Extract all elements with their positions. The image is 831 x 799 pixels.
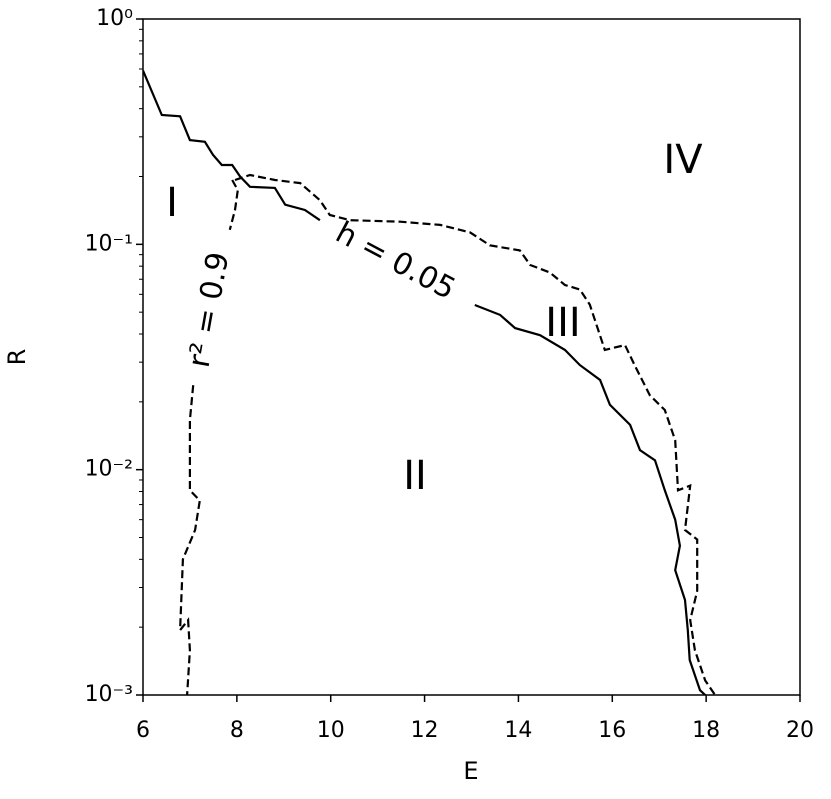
y-tick-label: 10⁻³	[85, 682, 133, 707]
annotation: III	[545, 300, 580, 346]
annotation: I	[166, 180, 178, 226]
series-line	[234, 173, 717, 695]
y-axis-label: R	[3, 349, 31, 366]
annotation: h = 0.05	[330, 215, 461, 307]
x-tick-label: 10	[317, 718, 345, 743]
plot-frame	[142, 18, 801, 696]
series-line	[143, 70, 706, 695]
annotation: IV	[663, 137, 703, 183]
x-tick-label: 14	[504, 718, 532, 743]
y-tick-label: 10⁻²	[85, 457, 133, 482]
x-tick-label: 18	[692, 718, 720, 743]
x-tick-label: 20	[786, 718, 814, 743]
x-tick-label: 12	[411, 718, 439, 743]
x-axis-label: E	[463, 757, 478, 785]
x-tick-label: 6	[136, 718, 150, 743]
x-tick-label: 8	[230, 718, 244, 743]
y-tick-label: 10⁻¹	[85, 231, 133, 256]
annotation: r² = 0.9	[182, 250, 237, 371]
y-tick-label: 10⁰	[96, 6, 133, 31]
x-tick-label: 16	[598, 718, 626, 743]
series-line	[178, 179, 239, 695]
annotation: II	[403, 453, 427, 499]
